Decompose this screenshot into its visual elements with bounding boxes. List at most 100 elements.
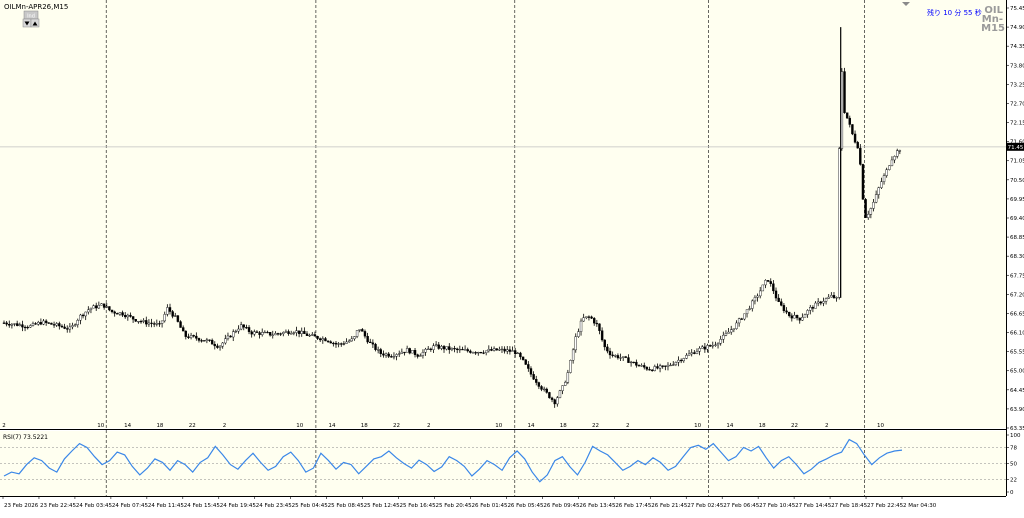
rsi-panel-background[interactable]	[0, 431, 1006, 496]
candle-body	[245, 327, 248, 329]
candle-body	[321, 338, 325, 341]
candle-body	[556, 397, 559, 405]
candle-body	[845, 112, 849, 119]
time-label: 26 Feb 09:45	[543, 503, 580, 509]
candle-body	[722, 335, 725, 340]
candle-body	[880, 181, 883, 188]
candle-body	[31, 323, 35, 326]
candle-body	[334, 342, 338, 345]
candle-body	[232, 331, 235, 338]
candle-body	[226, 335, 230, 339]
candle-body	[490, 349, 493, 351]
candle-body	[595, 322, 599, 325]
candle-body	[471, 352, 475, 354]
candle-body	[885, 169, 888, 176]
candlestick-series	[2, 27, 902, 408]
time-label: 24 Feb 11:45	[148, 503, 185, 509]
candle-body	[579, 320, 583, 332]
candle-body	[893, 156, 896, 161]
candle-body	[318, 338, 322, 341]
price-tick-label: 66.65	[1010, 311, 1024, 317]
candle-body	[416, 354, 419, 357]
candle-body	[374, 343, 377, 350]
candle-body	[229, 335, 232, 338]
candle-body	[55, 323, 58, 326]
time-label: 24 Feb 23:45	[256, 503, 293, 509]
hour-label: 22	[393, 423, 400, 429]
candle-body	[44, 320, 48, 323]
time-axis-labels: 23 Feb 2026 23 Feb 22:45 24 Feb 03:45 24 Fe…	[2, 496, 937, 509]
price-tick-label: 71.05	[1010, 159, 1024, 165]
candle-body	[703, 346, 707, 350]
scroll-down-button[interactable]	[22, 18, 32, 28]
candle-body	[116, 313, 119, 315]
candle-body	[553, 399, 556, 405]
candle-body	[174, 315, 177, 317]
time-label: 24 Feb 07:45	[112, 503, 149, 509]
candle-body	[740, 318, 743, 320]
candle-body	[624, 356, 628, 358]
candle-body	[693, 352, 696, 354]
time-label: 25 Feb 16:45	[400, 503, 437, 509]
candle-body	[827, 296, 830, 299]
time-label: 27 Feb 02:45	[687, 503, 724, 509]
candle-body	[527, 364, 530, 369]
candle-body	[874, 194, 878, 203]
hour-label: 18	[560, 423, 567, 429]
panel-mode-button[interactable]: Ind	[23, 10, 39, 20]
candle-body	[390, 356, 393, 358]
candle-body	[50, 322, 53, 325]
candle-body	[100, 303, 103, 306]
scroll-up-button[interactable]	[30, 18, 40, 28]
candle-body	[384, 353, 388, 356]
candle-body	[76, 320, 79, 325]
candle-body	[766, 280, 770, 282]
time-label: 24 Feb 19:45	[220, 503, 257, 509]
hour-labels: 2 10 14 18 22 2 10 14 18 22 2 10 14 18 22 2 10 14 18 22 2 10	[2, 423, 884, 429]
candle-body	[429, 348, 433, 350]
candle-body	[284, 331, 288, 333]
rsi-tick-label: 50	[1010, 462, 1017, 468]
candle-body	[645, 366, 649, 370]
candle-body	[134, 319, 137, 322]
candle-body	[687, 353, 691, 356]
candle-body	[353, 336, 356, 340]
hour-label: 10	[694, 423, 701, 429]
candle-body	[484, 350, 488, 354]
candle-body	[34, 323, 37, 325]
candle-body	[743, 313, 746, 320]
candle-body	[408, 348, 411, 354]
candle-body	[145, 320, 148, 325]
price-axis-ticks: 75.45 74.90 74.35 73.80 73.25 72.70 72.15 71.60…	[1006, 6, 1024, 432]
candle-body	[37, 322, 40, 325]
candle-body	[801, 317, 804, 321]
candle-body	[152, 323, 156, 325]
candle-body	[358, 329, 361, 331]
candle-body	[888, 165, 891, 170]
candle-body	[42, 320, 45, 325]
candle-body	[84, 311, 87, 317]
candle-body	[593, 318, 596, 324]
main-chart-background[interactable]	[0, 0, 1006, 428]
time-label: 27 Feb 10:45	[759, 503, 796, 509]
time-label: 24 Feb 03:45	[76, 503, 113, 509]
hour-label: 2	[626, 423, 630, 429]
candle-body	[498, 349, 501, 351]
candle-body	[118, 312, 122, 315]
rsi-tick-label: 0	[1010, 490, 1014, 496]
candle-body	[52, 324, 56, 326]
candle-body	[187, 336, 190, 338]
candle-body	[340, 343, 343, 345]
price-tick-label: 63.90	[1010, 407, 1024, 413]
triangle-down-icon	[24, 21, 30, 26]
candle-body	[163, 314, 166, 322]
candle-body	[898, 150, 902, 152]
candle-body	[448, 346, 451, 350]
candle-body	[495, 348, 498, 351]
candle-body	[176, 315, 180, 322]
hour-label: 14	[726, 423, 733, 429]
candle-body	[324, 338, 327, 342]
candle-body	[506, 349, 509, 352]
